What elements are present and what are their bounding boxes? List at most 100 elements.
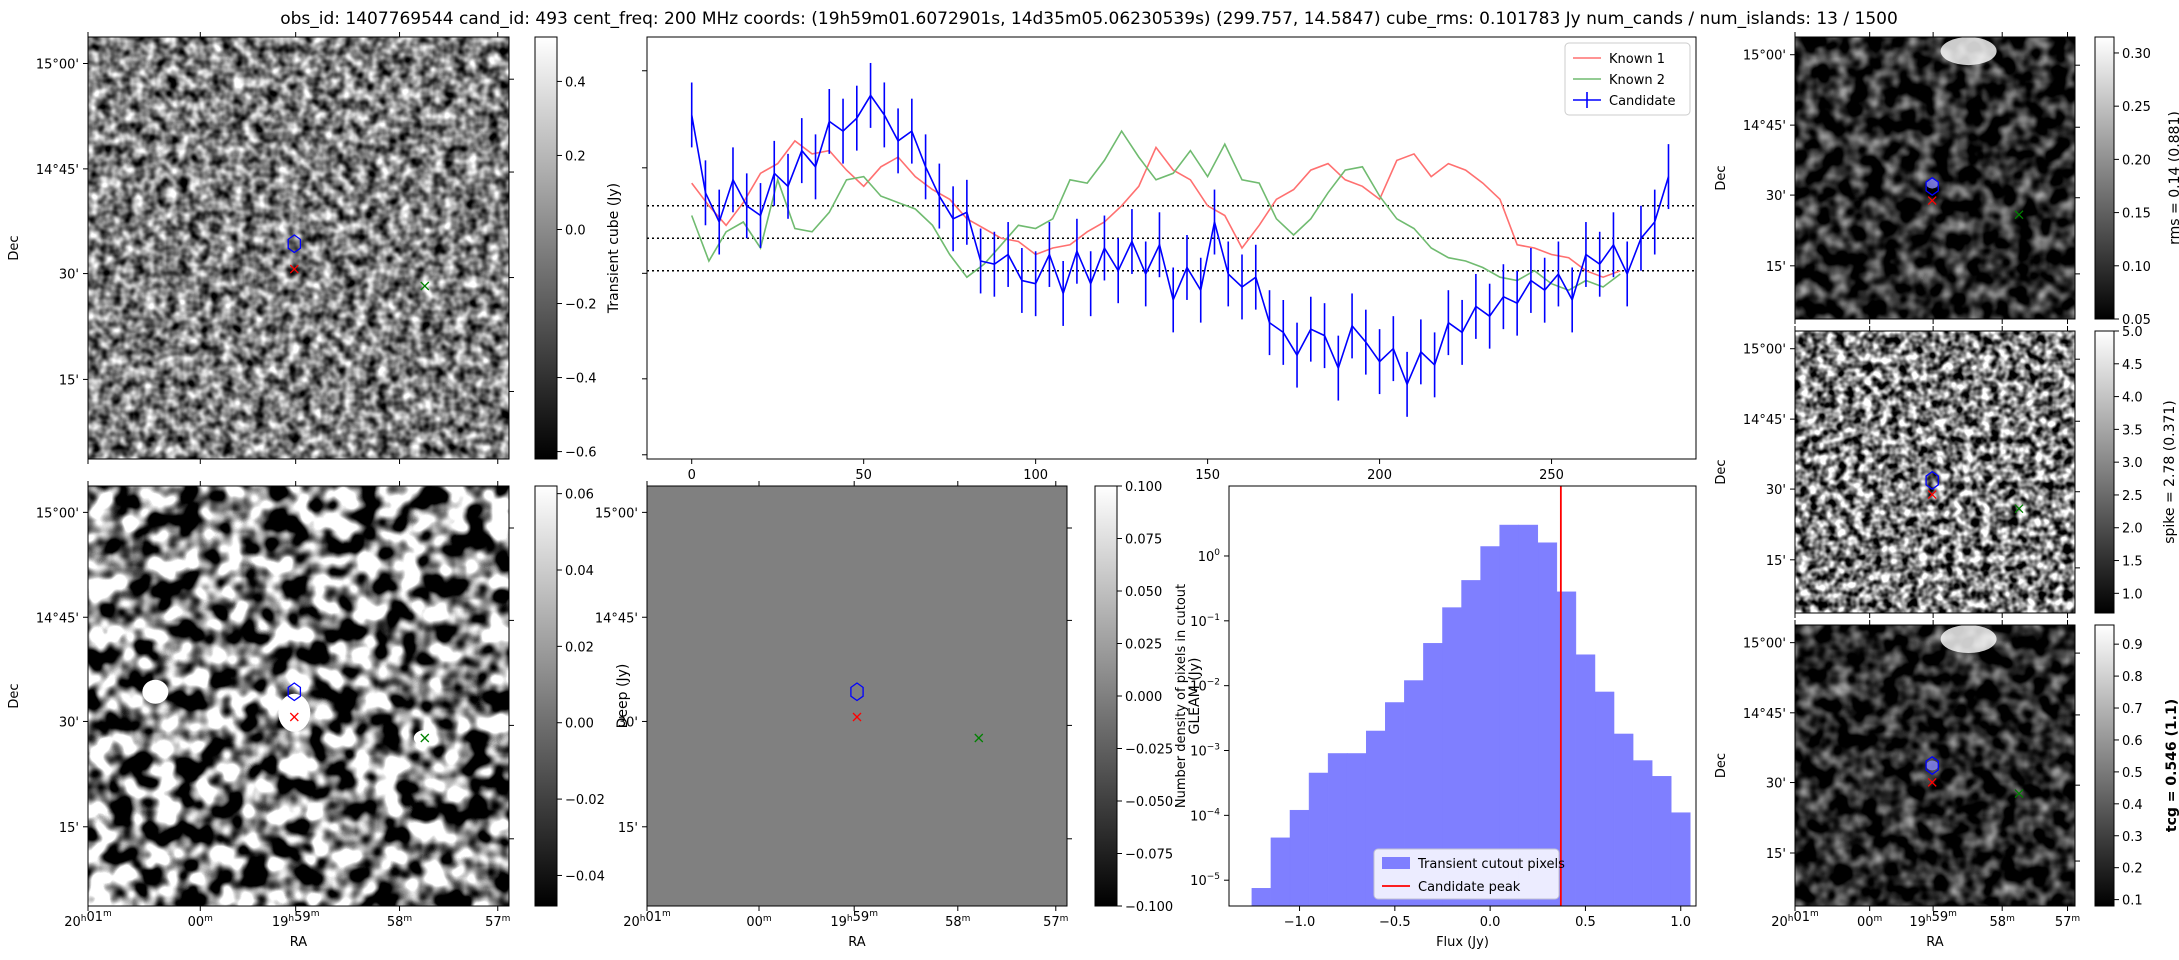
- green-cross-marker: [974, 733, 984, 743]
- ra-tick-part: 19: [1909, 915, 1926, 930]
- x-tick-label: 200: [1367, 468, 1392, 483]
- colorbar-tick-label: −0.04: [565, 869, 605, 884]
- gleam-colorbar: 0.100 0.075 0.050 0.025 0.000 −0.025 −0.050 −0.…: [1094, 480, 1203, 915]
- colorbar-tick-label: 3.0: [2122, 456, 2143, 471]
- y-tick-exp: −2: [1207, 678, 1220, 688]
- colorbar-tick-label: 0.025: [1125, 638, 1162, 653]
- x-tick-label: −1.0: [1284, 915, 1316, 930]
- x-tick-label: 0: [688, 468, 696, 483]
- y-tick-base: 10: [1198, 550, 1215, 565]
- colorbar-tick-label: 0.075: [1125, 533, 1162, 548]
- dec-tick-label: 15': [59, 821, 79, 836]
- red-cross-marker: [852, 712, 862, 722]
- y-tick-exp: −3: [1207, 743, 1220, 753]
- green-cross-marker: [2014, 210, 2024, 220]
- dec-tick-label: 15': [1766, 260, 1786, 275]
- y-tick-base: 10: [1190, 874, 1207, 889]
- ra-tick-label: 19h59m: [272, 909, 320, 930]
- dec-tick-label: 14°45': [1743, 707, 1786, 722]
- hist-bar: [1594, 691, 1615, 907]
- ra-tick-part: m: [962, 914, 971, 924]
- green-cross-marker: [420, 281, 430, 291]
- ra-tick-part: 20: [1771, 915, 1788, 930]
- hist-bar: [1632, 760, 1653, 907]
- hist-bar: [1670, 812, 1691, 907]
- image-flat: [647, 486, 1067, 906]
- colorbar-tick-label: 0.10: [2122, 260, 2151, 275]
- image-blob: [1940, 37, 1997, 66]
- ra-tick-part: m: [1810, 909, 1819, 919]
- colorbar-label: GLEAM (Jy): [1187, 658, 1203, 735]
- ra-tick-part: m: [204, 914, 213, 924]
- colorbar-tick-label: 0.8: [2122, 670, 2143, 685]
- axes-frame: [1794, 36, 2076, 320]
- x-axis-label: Flux (Jy): [1436, 935, 1489, 950]
- hist-bar: [1346, 753, 1367, 907]
- dec-axis-label: Dec: [7, 683, 22, 708]
- rms-colorbar: 0.30 0.25 0.20 0.15 0.10 0.05 rms = 0.14 (0.88…: [2094, 36, 2179, 328]
- colorbar-tick-label: 0.7: [2122, 702, 2143, 717]
- ra-tick-label: 57m: [2055, 914, 2080, 930]
- ra-tick-label: 20h01m: [64, 909, 112, 930]
- ra-tick-part: 00: [746, 915, 763, 930]
- colorbar-tick-label: −0.050: [1125, 795, 1173, 810]
- dec-tick-label: 15': [1766, 847, 1786, 862]
- ra-tick-part: 01: [1793, 910, 1810, 925]
- ra-tick-label: 20h01m: [623, 909, 671, 930]
- axes-frame: [87, 485, 510, 907]
- y-tick-exp: −1: [1207, 613, 1220, 623]
- legend-label: Candidate peak: [1418, 880, 1521, 895]
- colorbar-tick-label: 0.2: [2122, 862, 2143, 877]
- y-tick-label: 10−5: [1190, 872, 1220, 889]
- colorbar-tick-label: 0.000: [1125, 690, 1162, 705]
- colorbar-gradient: [534, 485, 558, 907]
- ra-tick-part: m: [403, 914, 412, 924]
- colorbar-tick-label: 0.05: [2122, 313, 2151, 328]
- dec-tick-label: 15': [618, 821, 638, 836]
- colorbar-tick-label: 0.5: [2122, 766, 2143, 781]
- candidate-line: [690, 93, 1670, 387]
- ra-tick-part: 19: [272, 915, 289, 930]
- axes-frame: [646, 485, 1068, 907]
- ra-tick-part: m: [869, 909, 878, 919]
- ra-tick-label: 57m: [485, 914, 510, 930]
- colorbar-tick-label: −0.075: [1125, 848, 1173, 863]
- ra-tick-label: 00m: [1857, 914, 1882, 930]
- colorbar-tick-label: 1.0: [2122, 587, 2143, 602]
- colorbar-tick-label: 2.0: [2122, 522, 2143, 537]
- candidate-hexagon-marker: [1925, 176, 1939, 197]
- red-cross-marker: [1927, 490, 1937, 500]
- x-tick-label: 250: [1539, 468, 1564, 483]
- dec-tick-label: 14°45': [595, 611, 638, 626]
- hist-bar: [1327, 753, 1348, 907]
- image-blob: [1926, 178, 1939, 189]
- y-tick-exp: 0: [1214, 548, 1220, 558]
- hist-bar: [1575, 654, 1596, 907]
- colorbar-gradient: [2094, 36, 2115, 320]
- dec-tick-label: 15°00': [36, 58, 79, 73]
- spike-panel: 15°00' 14°45' 30' 15' Dec: [1714, 326, 2080, 618]
- colorbar-tick-label: −0.02: [565, 793, 605, 808]
- colorbar-label: Transient cube (Jy): [606, 183, 622, 314]
- x-tick-label: 1.0: [1670, 915, 1691, 930]
- ra-tick-part: m: [2071, 914, 2080, 924]
- legend-box: [1564, 42, 1691, 116]
- legend-label: Transient cutout pixels: [1417, 857, 1565, 872]
- dec-axis-label: Dec: [1714, 459, 1729, 484]
- ra-tick-part: m: [763, 914, 772, 924]
- ra-tick-part: 01: [86, 910, 103, 925]
- colorbar-tick-label: 0.100: [1125, 480, 1162, 495]
- y-tick-label: 10−4: [1190, 807, 1220, 824]
- ra-tick-part: 01: [645, 910, 662, 925]
- image-noise: [1795, 37, 2075, 319]
- colorbar-tick-label: 0.06: [565, 488, 594, 503]
- ra-tick-part: h: [1788, 914, 1794, 924]
- x-tick-label: 100: [1023, 468, 1048, 483]
- ra-tick-label: 20h01m: [1771, 909, 1819, 930]
- colorbar-gradient: [2094, 330, 2115, 614]
- colorbar-gradient: [2094, 624, 2115, 907]
- y-tick-base: 10: [1190, 809, 1207, 824]
- y-tick-label: 10−3: [1190, 743, 1220, 760]
- ra-tick-part: m: [2006, 914, 2015, 924]
- colorbar-tick-label: 0.1: [2122, 894, 2143, 909]
